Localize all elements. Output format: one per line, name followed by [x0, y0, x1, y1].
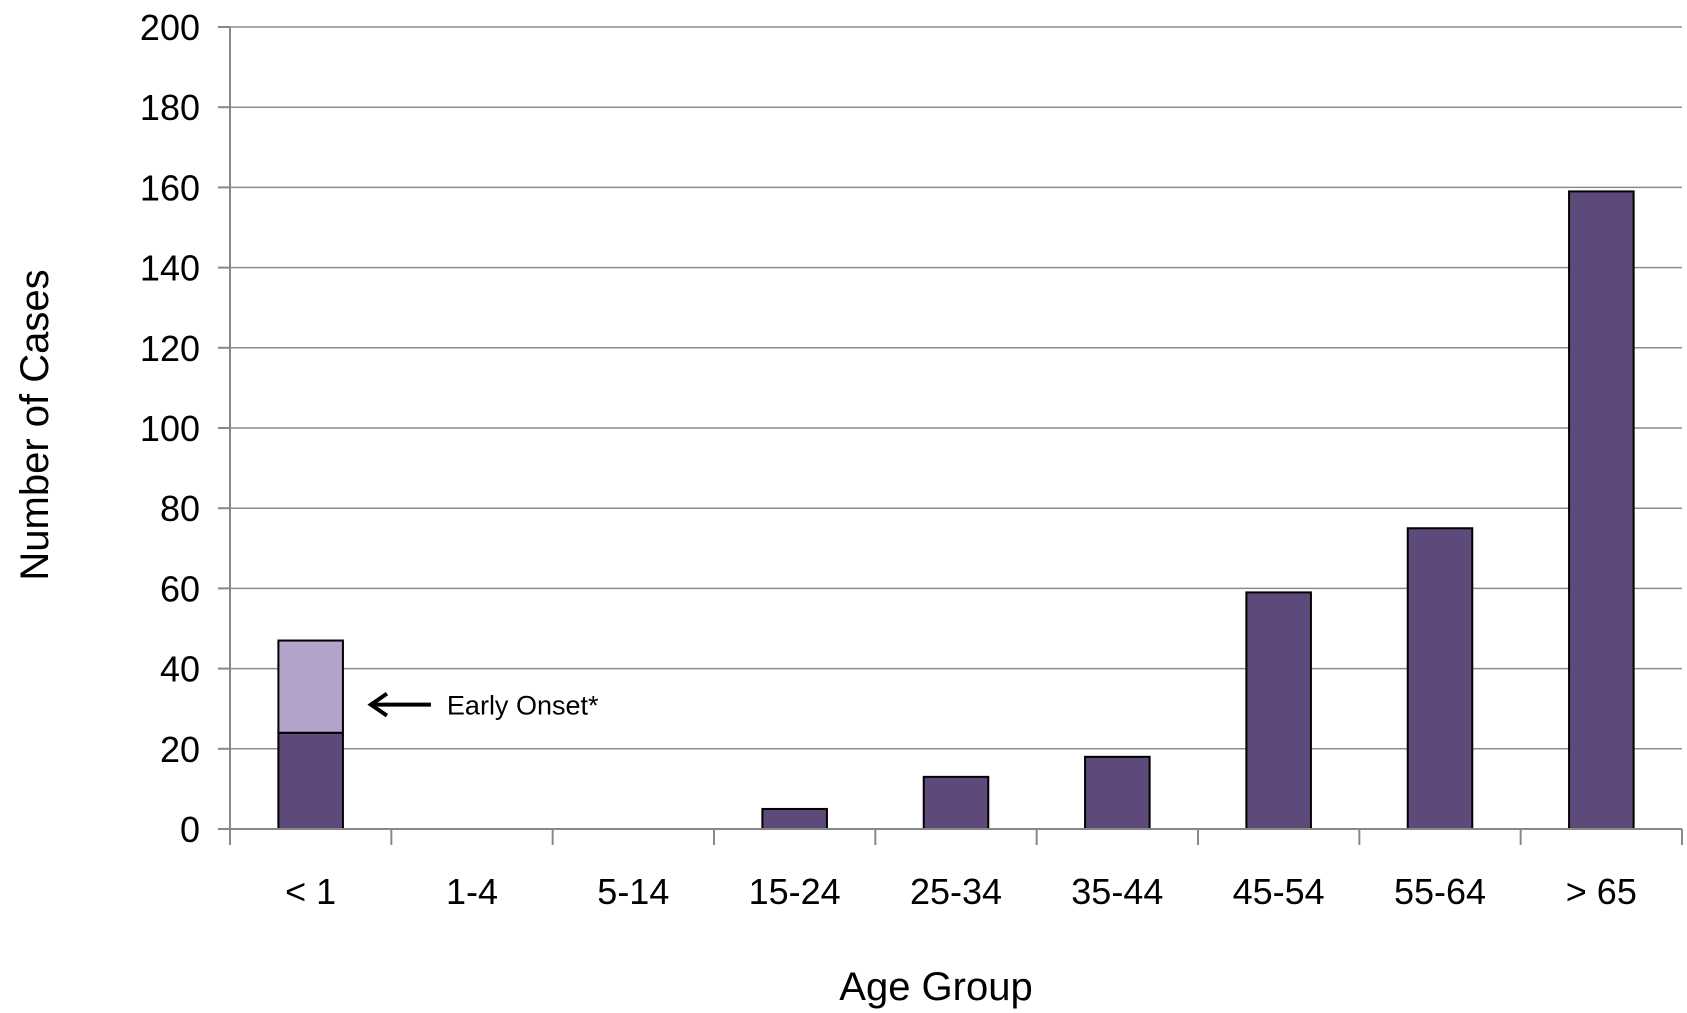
x-tick-label: 5-14 [597, 871, 669, 912]
gridlines [230, 26, 1682, 750]
y-tick-label: 180 [140, 87, 200, 128]
bar-segment [277, 731, 344, 831]
x-axis-title: Age Group [839, 965, 1032, 1009]
x-tick-label: 45-54 [1233, 871, 1325, 912]
y-tick-label: 160 [140, 167, 200, 208]
x-tick-labels: < 1 1-4 5-14 15-24 25-34 35-44 45-54 55-64 > 65 [229, 829, 1683, 912]
bar-segment [761, 807, 828, 831]
y-tick-label: 80 [160, 488, 200, 529]
x-tick-label: 15-24 [749, 871, 841, 912]
x-tick-label: 1-4 [446, 871, 498, 912]
arrowhead [367, 691, 389, 718]
bar-segment [1084, 755, 1151, 831]
y-tick-label: 100 [140, 408, 200, 449]
y-tick-label: 120 [140, 328, 200, 369]
x-tick-label: > 65 [1566, 871, 1637, 912]
bars [277, 190, 1635, 831]
y-axis-title: Number of Cases [13, 269, 57, 580]
bar-segment [1406, 527, 1474, 830]
bar-segment [1568, 190, 1635, 831]
bar-segment [1245, 591, 1312, 830]
y-tick-label: 60 [160, 568, 200, 609]
x-tick-label: 25-34 [910, 871, 1002, 912]
y-tick-label: 0 [180, 809, 200, 850]
bar-segment [277, 639, 344, 734]
y-tick-label: 140 [140, 248, 200, 289]
y-tick-labels: 0 20 40 60 80 100 120 140 160 180 200 [140, 7, 230, 850]
y-tick-label: 20 [160, 729, 200, 770]
x-tick-label: < 1 [285, 871, 336, 912]
annotation-label: Early Onset* [447, 691, 599, 721]
x-tick-label: 55-64 [1394, 871, 1486, 912]
y-tick-label: 40 [160, 649, 200, 690]
x-tick-label: 35-44 [1071, 871, 1163, 912]
bar-segment [922, 775, 990, 830]
y-tick-label: 200 [140, 7, 200, 48]
early-onset-annotation: Early Onset* [367, 691, 599, 721]
